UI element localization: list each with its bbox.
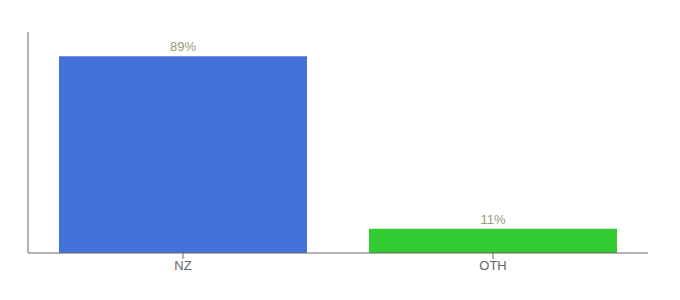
svg-text:OTH: OTH — [479, 258, 506, 273]
svg-text:89%: 89% — [170, 39, 196, 54]
svg-text:11%: 11% — [480, 212, 505, 227]
svg-text:NZ: NZ — [174, 258, 191, 273]
